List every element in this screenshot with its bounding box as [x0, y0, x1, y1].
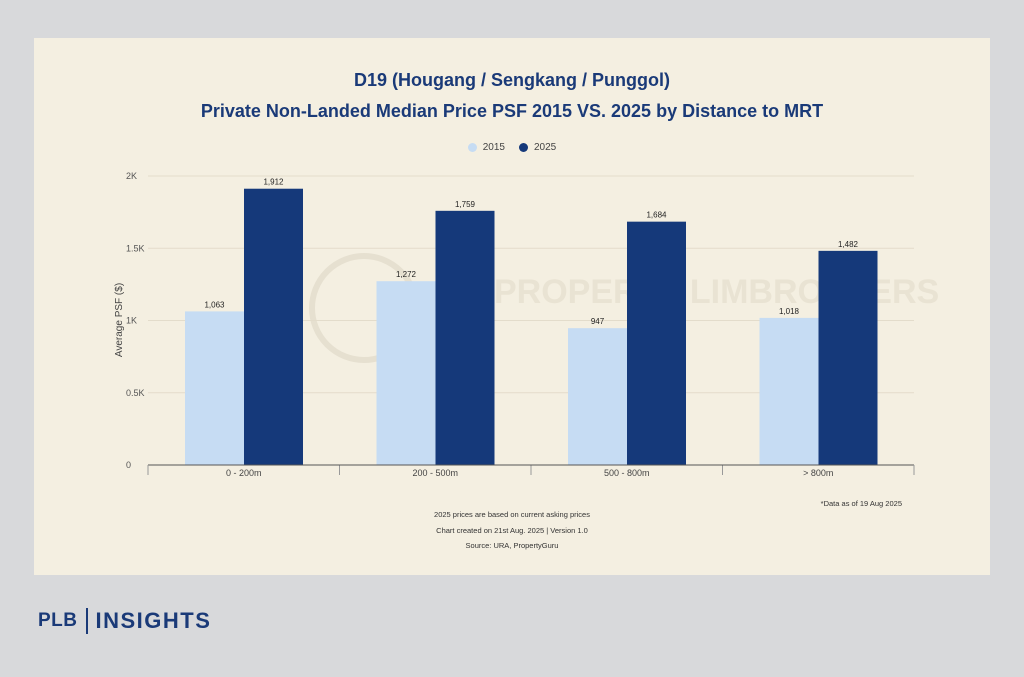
x-tick-label: 200 - 500m	[412, 468, 458, 478]
data-label-2015-4: 1,018	[779, 307, 800, 316]
data-label-2025-1: 1,912	[263, 178, 284, 187]
y-tick-label: 1K	[126, 316, 137, 326]
bar-2025-1	[244, 188, 303, 465]
bar-2015-3	[568, 328, 627, 465]
bar-2015-4	[759, 317, 819, 465]
bar-2015-1	[185, 311, 244, 465]
legend-label-2025: 2025	[534, 142, 557, 153]
source-note: Source: URA, PropertyGuru	[465, 541, 559, 550]
bar-2025-2	[435, 210, 495, 465]
created-note: Chart created on 21st Aug. 2025 | Versio…	[436, 526, 588, 535]
legend-swatch-2025	[519, 143, 528, 152]
legend-item-2015: 2015	[467, 142, 505, 153]
data-label-2015-1: 1,063	[204, 300, 225, 309]
legend-item-2025: 2025	[519, 142, 556, 153]
y-tick-label: 0.5K	[126, 388, 145, 398]
asking-prices-note: 2025 prices are based on current asking …	[434, 510, 590, 519]
x-tick-label: 0 - 200m	[226, 468, 262, 478]
data-label-2015-3: 947	[591, 317, 605, 326]
plb-insights-logo: PLB INSIGHTS	[38, 608, 211, 634]
bar-2015-2	[376, 281, 436, 465]
legend-label-2015: 2015	[482, 142, 505, 153]
legend-swatch-2015	[467, 143, 477, 152]
bar-chart: PROPERTY LIMBROTHERS00.5K1K1.5K2KAverage…	[114, 171, 939, 478]
data-label-2015-2: 1,272	[396, 270, 417, 279]
y-axis-label: Average PSF ($)	[114, 283, 125, 357]
x-tick-label: 500 - 800m	[604, 468, 650, 478]
chart-card: D19 (Hougang / Sengkang / Punggol) Priva…	[34, 38, 990, 575]
chart-subtitle: Private Non-Landed Median Price PSF 2015…	[200, 101, 824, 121]
data-label-2025-3: 1,684	[646, 211, 667, 220]
y-tick-label: 0	[126, 460, 131, 470]
chart-legend: 2015 2025	[34, 142, 990, 153]
chart-title: D19 (Hougang / Sengkang / Punggol)	[353, 70, 670, 90]
data-label-2025-2: 1,759	[455, 200, 476, 209]
y-tick-label: 1.5K	[126, 243, 145, 253]
data-label-2025-4: 1,482	[838, 240, 859, 249]
y-tick-label: 2K	[126, 171, 137, 181]
bar-2025-3	[627, 221, 686, 465]
brand-plb: PLB	[38, 610, 78, 631]
brand-insights: INSIGHTS	[95, 608, 212, 633]
bar-2025-4	[818, 250, 878, 465]
brand-divider	[85, 608, 88, 634]
x-tick-label: > 800m	[803, 468, 833, 478]
data-as-of-note: *Data as of 19 Aug 2025	[820, 499, 902, 508]
